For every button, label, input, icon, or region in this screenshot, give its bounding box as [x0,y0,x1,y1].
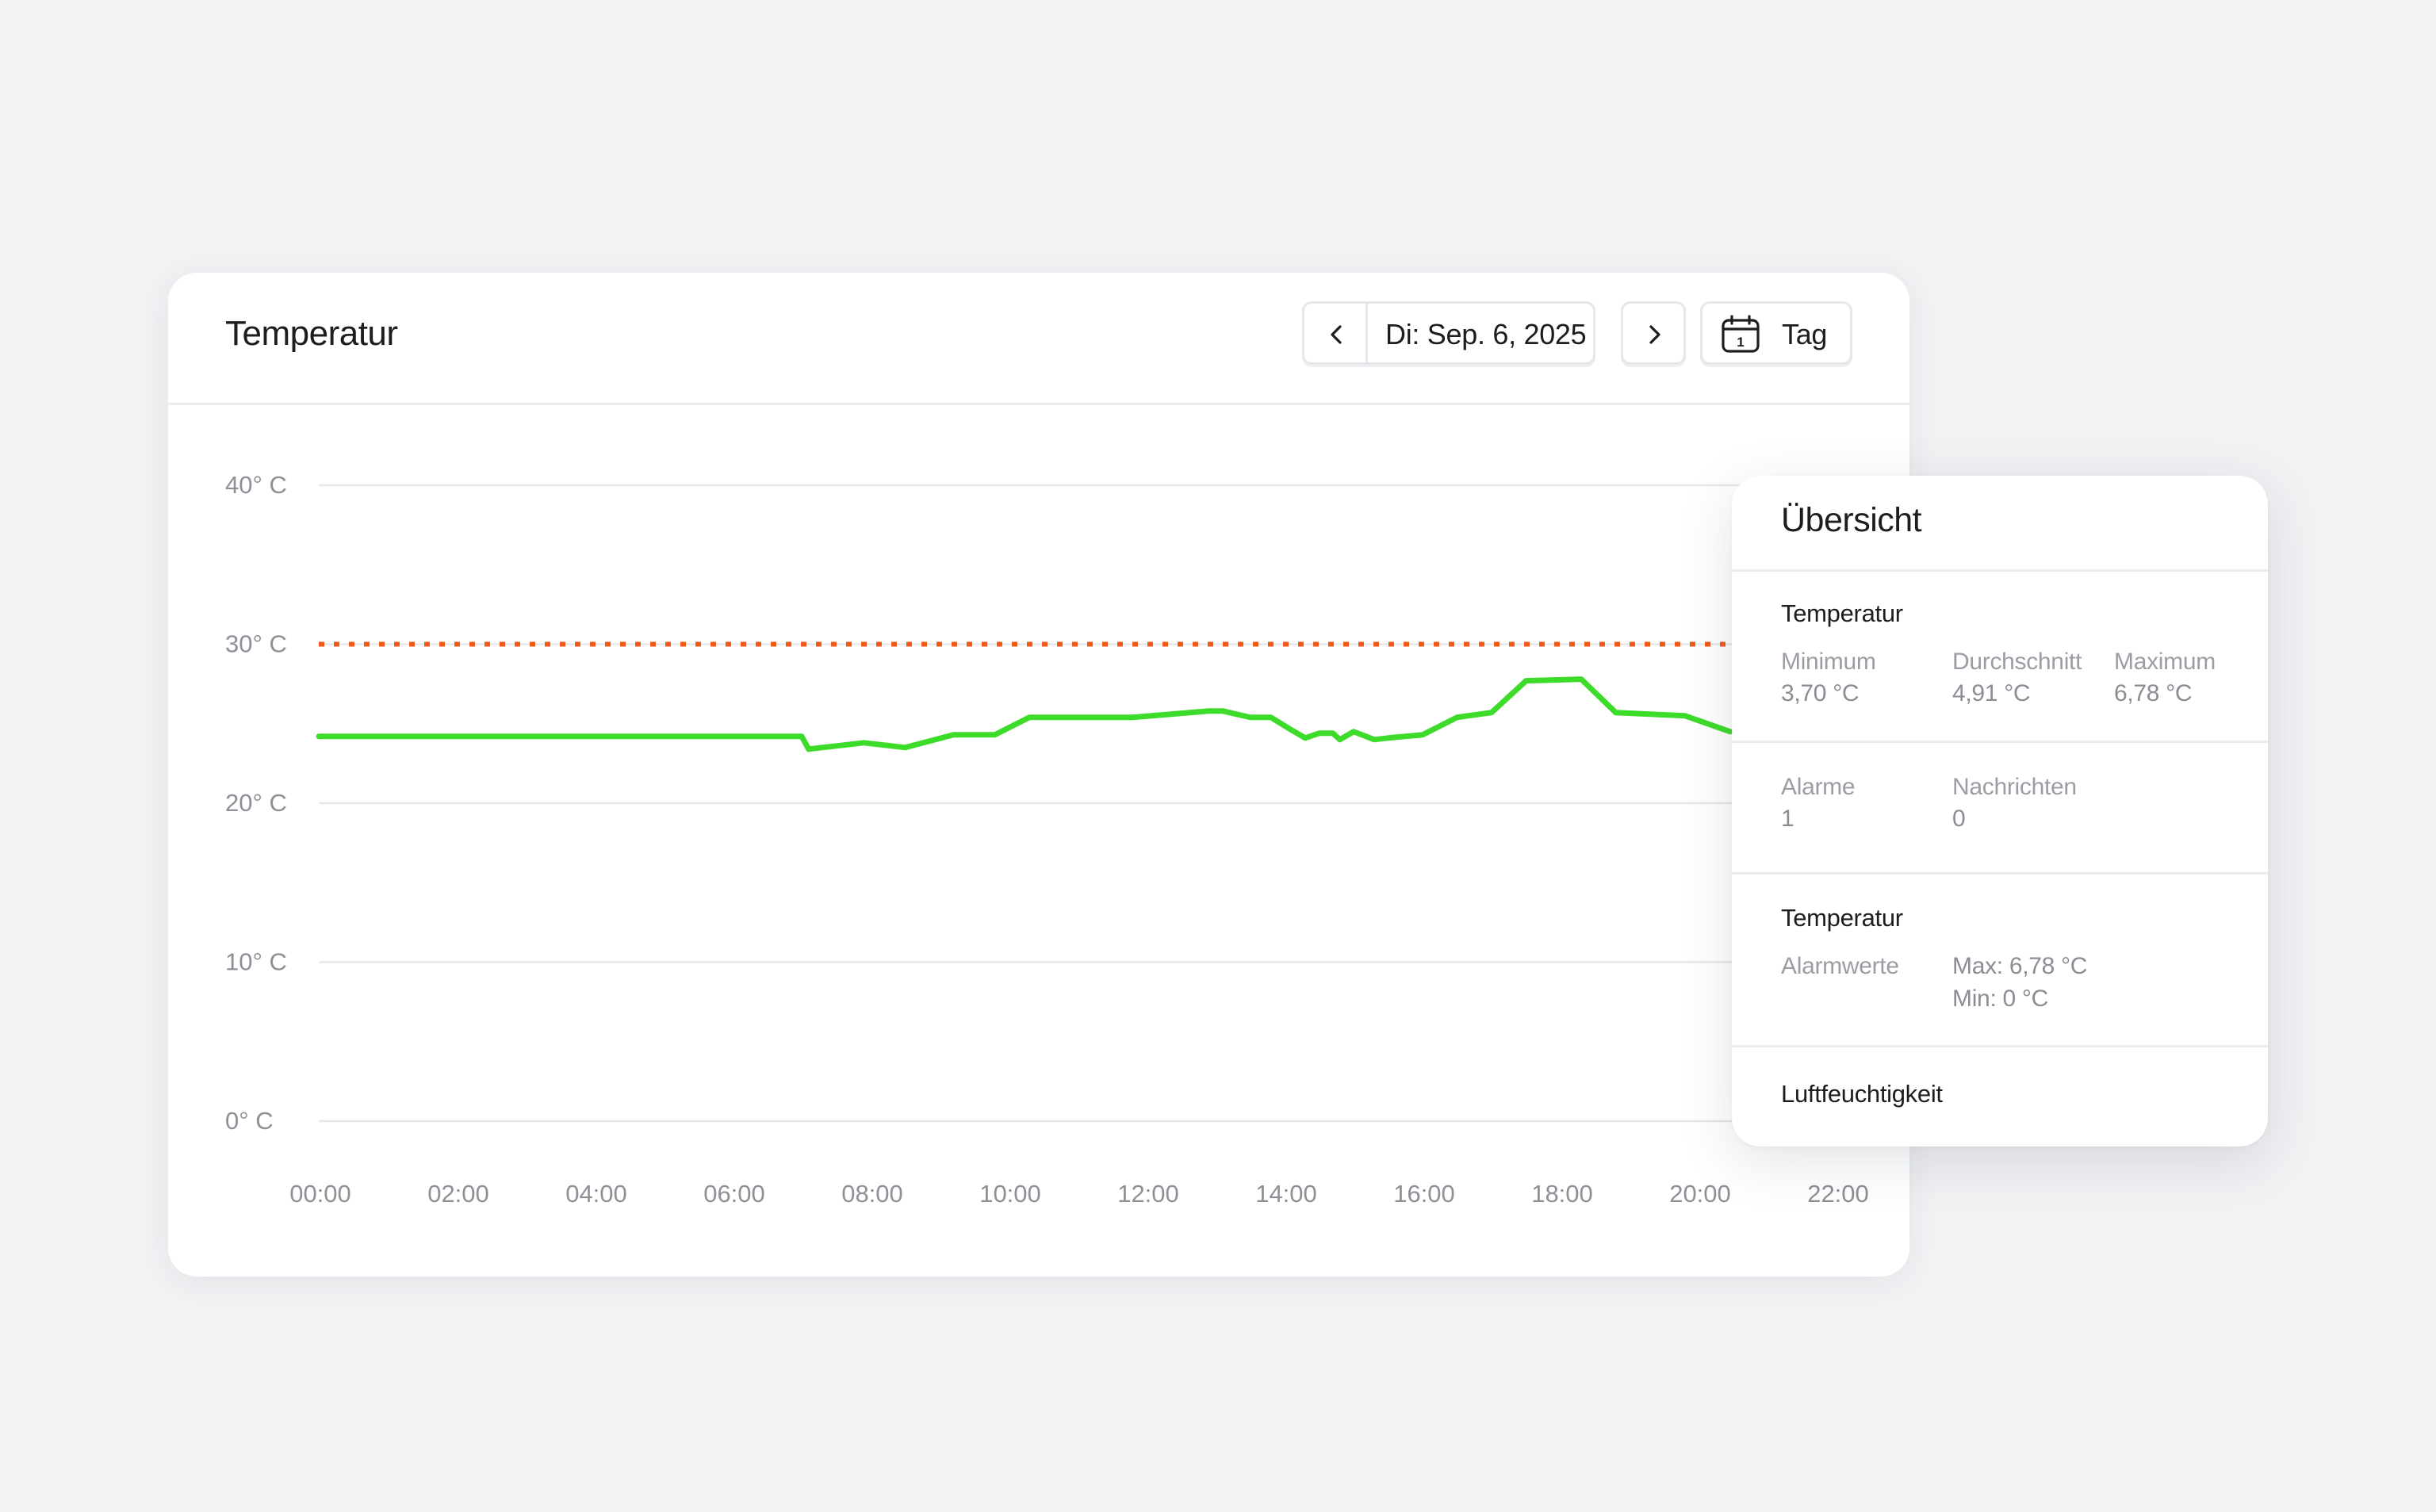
messages-value: 0 [1952,806,1966,832]
x-tick-label: 06:00 [703,1180,765,1208]
alarms-label: Alarme [1781,774,1856,800]
temperature-series-line [316,676,1733,752]
x-tick-label: 10:00 [979,1180,1041,1208]
next-day-button[interactable] [1621,301,1686,365]
date-selector[interactable]: Di: Sep. 6, 2025 [1365,301,1595,365]
x-tick-label: 22:00 [1807,1180,1869,1208]
temperature-chart: 0° C 10° C 20° C 30° C 40° C 00:00 02:00 04:00… [225,471,1909,1208]
x-tick-label: 20:00 [1669,1180,1731,1208]
humidity-section-title: Luftfeuchtigkeit [1781,1080,1943,1108]
overview-title: Übersicht [1781,501,1922,539]
maximum-value: 6,78 °C [2114,680,2193,706]
y-tick-label: 20° C [225,789,287,817]
x-tick-label: 08:00 [841,1180,903,1208]
x-tick-label: 16:00 [1393,1180,1455,1208]
minimum-label: Minimum [1781,649,1876,675]
chevron-right-icon [1649,325,1660,344]
y-tick-label: 40° C [225,471,287,499]
x-tick-label: 14:00 [1255,1180,1317,1208]
x-tick-label: 04:00 [565,1180,627,1208]
calendar-day-number: 1 [1737,335,1744,350]
alarm-max-value: Max: 6,78 °C [1952,953,2088,979]
card-title: Temperatur [225,314,398,353]
chevron-left-icon [1331,325,1342,344]
divider [1732,569,2268,572]
x-tick-label: 18:00 [1531,1180,1593,1208]
card-header: Temperatur Di: Sep. 6, 2025 1 Tag [168,273,1909,405]
divider [1732,741,2268,743]
y-tick-label: 30° C [225,630,287,658]
x-tick-label: 12:00 [1117,1180,1179,1208]
temperature-section-title: Temperatur [1781,599,1903,627]
calendar-icon: 1 [1722,315,1760,353]
range-selector-button[interactable]: 1 Tag [1700,301,1852,365]
divider [1732,872,2268,875]
alarm-values-section-title: Temperatur [1781,904,1903,932]
messages-label: Nachrichten [1952,774,2077,800]
x-tick-label: 00:00 [289,1180,351,1208]
y-tick-label: 0° C [225,1107,274,1135]
previous-day-button[interactable] [1302,301,1365,365]
alarm-values-label: Alarmwerte [1781,953,1899,979]
average-label: Durchschnitt [1952,649,2082,675]
divider [1732,1045,2268,1047]
x-tick-label: 02:00 [427,1180,489,1208]
minimum-value: 3,70 °C [1781,680,1860,706]
alarm-min-value: Min: 0 °C [1952,986,2048,1012]
alarms-value: 1 [1781,806,1794,832]
overview-panel: Übersicht Temperatur Minimum 3,70 °C Dur… [1732,476,2268,1146]
date-label: Di: Sep. 6, 2025 [1385,318,1587,350]
maximum-label: Maximum [2114,649,2216,675]
y-tick-label: 10° C [225,948,287,976]
average-value: 4,91 °C [1952,680,2031,706]
range-label: Tag [1782,318,1828,350]
temperature-card: Temperatur Di: Sep. 6, 2025 1 Tag [168,273,1909,1277]
